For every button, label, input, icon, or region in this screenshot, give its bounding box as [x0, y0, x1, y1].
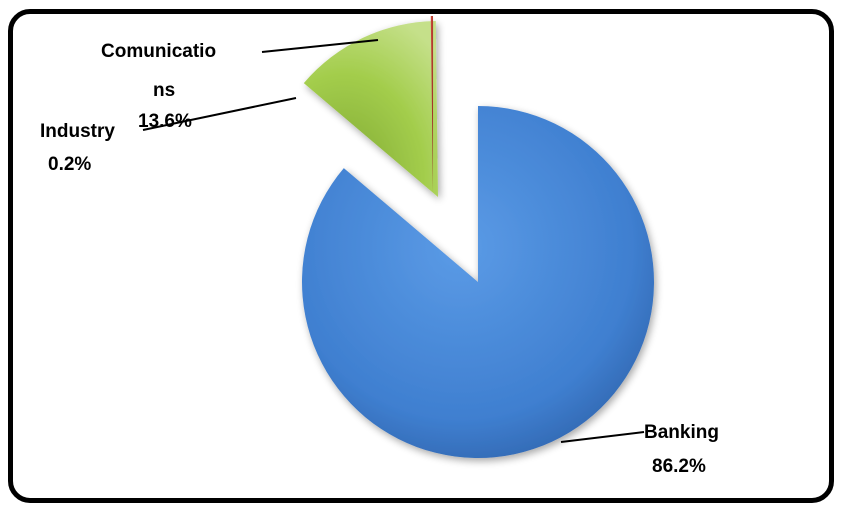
slice-label-banking: Banking — [644, 422, 719, 443]
slice-value-banking: 86.2% — [652, 456, 706, 477]
slice-banking — [301, 106, 654, 458]
slice-industry — [430, 16, 433, 192]
leader-line-banking — [560, 431, 645, 443]
leader-line-comunications — [261, 39, 379, 53]
leader-lines — [142, 39, 645, 443]
slice-value-industry: 0.2% — [48, 154, 91, 175]
chart-frame: Comunicatio ns 13.6% Industry 0.2% Banki… — [8, 9, 834, 503]
slice-comunications — [303, 21, 438, 197]
pie-chart: Comunicatio ns 13.6% Industry 0.2% Banki… — [40, 16, 719, 477]
slice-label-comunications-line1: Comunicatio — [101, 41, 216, 62]
slice-label-comunications-line2: ns — [153, 80, 175, 101]
leader-line-industry — [142, 97, 297, 131]
slice-label-industry: Industry — [40, 121, 115, 142]
pie-slices — [301, 16, 654, 458]
slice-value-comunications: 13.6% — [138, 111, 192, 132]
